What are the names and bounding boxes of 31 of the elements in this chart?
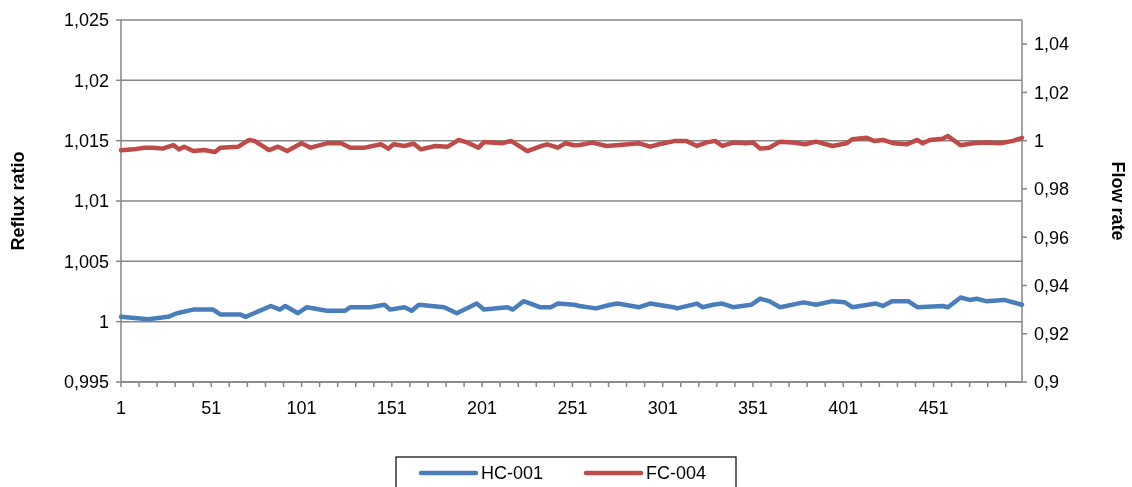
y2-tick-label: 0,94 bbox=[1034, 275, 1070, 296]
x-tick-label: 151 bbox=[376, 398, 407, 418]
y2-tick-label: 0,92 bbox=[1034, 324, 1070, 345]
y2-tick-label: 0,96 bbox=[1034, 227, 1070, 248]
x-tick-label: 201 bbox=[467, 398, 498, 418]
line-series bbox=[118, 295, 1025, 322]
x-tick-label: 51 bbox=[201, 398, 222, 418]
x-tick-label: 301 bbox=[647, 398, 678, 418]
x-tick-label: 451 bbox=[918, 398, 949, 418]
y-tick-label: 0,995 bbox=[63, 372, 109, 393]
legend-label: FC-004 bbox=[646, 463, 707, 484]
y-tick-label: 1,02 bbox=[73, 70, 109, 91]
y-tick-label: 1,005 bbox=[63, 251, 109, 272]
line-series bbox=[118, 133, 1025, 155]
y-tick-label: 1,015 bbox=[63, 130, 109, 151]
legend-label: HC-001 bbox=[481, 463, 544, 484]
y-axis-title: Reflux ratio bbox=[8, 151, 28, 251]
y2-tick-label: 0,9 bbox=[1034, 372, 1060, 393]
y2-tick-label: 1,04 bbox=[1034, 34, 1070, 55]
y-tick-label: 1 bbox=[98, 311, 109, 332]
y2-tick-label: 1,02 bbox=[1034, 82, 1070, 103]
x-tick-label: 1 bbox=[115, 398, 127, 418]
x-tick-label: 351 bbox=[737, 398, 768, 418]
y2-tick-label: 1 bbox=[1034, 130, 1045, 151]
y-tick-label: 1,01 bbox=[73, 191, 109, 212]
x-tick-label: 101 bbox=[286, 398, 317, 418]
y-tick-label: 1,025 bbox=[63, 10, 109, 31]
x-tick-label: 251 bbox=[557, 398, 588, 418]
x-tick-label: 401 bbox=[828, 398, 859, 418]
y2-tick-label: 0,98 bbox=[1034, 179, 1070, 200]
y2-axis-title: Flow rate bbox=[1108, 161, 1128, 241]
